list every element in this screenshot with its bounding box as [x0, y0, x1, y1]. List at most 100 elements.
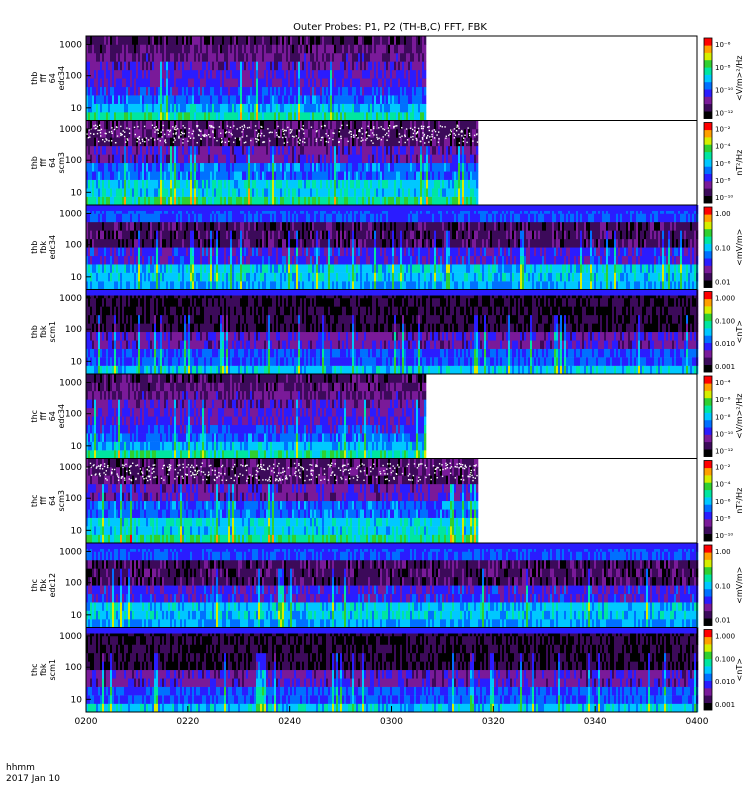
colorbar: 10⁻⁴ 10⁻⁶ 10⁻⁸ 10⁻¹⁰ 10⁻¹² <V/m>²/Hz [703, 375, 744, 457]
panel-ylabel-line: thb [30, 72, 39, 85]
spectrogram-image [86, 458, 479, 544]
colorbar: 1.000 0.100 0.010 0.001 <nT> [703, 629, 744, 711]
colorbar: 10⁻⁶ 10⁻⁸ 10⁻¹⁰ 10⁻¹² <V/m>²/Hz [703, 37, 744, 119]
y-tick-label: 1000 [59, 378, 82, 388]
y-tick-label: 100 [65, 579, 82, 589]
panel-ylabel-line: 64 [48, 411, 57, 421]
y-tick-label: 100 [65, 410, 82, 420]
colorbar-label: <V/m>²/Hz [735, 394, 744, 439]
colorbar-tick-label: 1.000 [715, 295, 735, 303]
colorbar-tick-label: 10⁻¹⁰ [715, 430, 733, 438]
panel-ylabel-line: fff [39, 412, 48, 421]
colorbar: 1.00 0.10 0.01 <mV/m> [703, 544, 744, 626]
colorbar-tick-label: 10⁻⁸ [715, 413, 731, 421]
colorbar-tick-label: 10⁻¹² [715, 448, 733, 456]
colorbar-tick-label: 10⁻² [715, 126, 731, 134]
x-tick-label: 0240 [278, 717, 301, 727]
y-tick-label: 100 [65, 156, 82, 166]
x-tick-label: 0400 [686, 717, 709, 727]
y-tick-label: 1000 [59, 125, 82, 135]
y-tick-label: 100 [65, 241, 82, 251]
panel-ylabel-line: scm1 [48, 321, 57, 342]
colorbar-tick-label: 0.10 [715, 582, 731, 590]
colorbar-tick-label: 10⁻¹² [715, 110, 733, 118]
colorbar: 10⁻² 10⁻⁴ 10⁻⁶ 10⁻⁸ 10⁻¹⁰ nT²/Hz [703, 122, 744, 204]
colorbar-tick-label: 10⁻⁸ [715, 177, 731, 185]
panel-ylabel-line: thc [30, 494, 39, 507]
colorbar-label: <nT> [735, 320, 744, 343]
panel-ylabel-line: fff [39, 158, 48, 167]
x-tick-label: 0340 [584, 717, 607, 727]
colorbar-tick-label: 10⁻⁸ [715, 515, 731, 523]
colorbar-tick-label: 10⁻⁴ [715, 379, 731, 387]
colorbar-tick-label: 10⁻¹⁰ [715, 532, 733, 540]
x-tick-label: 0200 [75, 717, 98, 727]
spectrogram-image [86, 543, 699, 628]
colorbar-tick-label: 0.10 [715, 244, 731, 252]
y-tick-label: 1000 [59, 209, 82, 219]
panel-thb-fbk-edc34: 1000 100 10 thb fbk edc34 1.00 0.10 0.01 <mV/m> [30, 204, 744, 290]
colorbar-tick-label: 10⁻⁴ [715, 143, 731, 151]
panel-ylabel-line: edc34 [57, 66, 66, 91]
colorbar-tick-label: 0.100 [715, 655, 735, 663]
colorbar-tick-label: 0.100 [715, 317, 735, 325]
panel-ylabel-line: fbk [39, 241, 48, 254]
spectrogram-image [86, 205, 699, 290]
colorbar-label: nT²/Hz [735, 150, 744, 176]
y-tick-label: 10 [71, 104, 83, 114]
panel-ylabel-line: thc [30, 410, 39, 423]
y-tick-label: 100 [65, 663, 82, 673]
time-axis-label-hhmm: hhmm [6, 763, 35, 773]
panel-ylabel-line: thb [30, 156, 39, 169]
y-tick-label: 100 [65, 325, 82, 335]
y-tick-label: 100 [65, 72, 82, 82]
panel-ylabel-line: edc12 [48, 573, 57, 598]
y-tick-label: 1000 [59, 463, 82, 473]
panel-thb-fff-edc34: 1000 100 10 thb fff 64 edc34 10⁻⁶ 10⁻⁸ 10⁻¹⁰ 10⁻¹²… [30, 35, 744, 121]
colorbar-tick-label: 10⁻⁶ [715, 498, 731, 506]
panel-ylabel-line: fff [39, 496, 48, 505]
panel-ylabel-line: scm3 [57, 152, 66, 173]
colorbar-label: <V/m>²/Hz [735, 56, 744, 101]
colorbar-tick-label: 1.00 [715, 210, 731, 218]
y-tick-label: 1000 [59, 632, 82, 642]
colorbar-tick-label: 10⁻⁶ [715, 41, 731, 49]
panel-ylabel-line: thc [30, 579, 39, 592]
panel-ylabel-line: edc34 [57, 404, 66, 429]
x-tick-label: 0300 [380, 717, 403, 727]
panel-ylabel-line: thc [30, 663, 39, 676]
y-tick-label: 10 [71, 357, 83, 367]
panel-ylabel-line: fbk [39, 325, 48, 338]
x-tick-label: 0320 [482, 717, 505, 727]
panel-ylabel-line: fbk [39, 579, 48, 592]
colorbar-tick-label: 10⁻⁶ [715, 160, 731, 168]
colorbar-tick-label: 10⁻¹⁰ [715, 87, 733, 95]
colorbar-tick-label: 0.01 [715, 279, 731, 287]
spectrogram-image [86, 627, 699, 713]
y-tick-label: 10 [71, 188, 83, 198]
x-tick-label: 0220 [176, 717, 199, 727]
colorbar: 1.000 0.100 0.010 0.001 <nT> [703, 291, 744, 373]
colorbar-tick-label: 10⁻⁶ [715, 396, 731, 404]
colorbar-tick-label: 0.01 [715, 617, 731, 625]
y-tick-label: 10 [71, 442, 83, 452]
colorbar-tick-label: 10⁻⁴ [715, 481, 731, 489]
y-tick-label: 100 [65, 494, 82, 504]
panel-thc-fbk-edc12: 1000 100 10 thc fbk edc12 1.00 0.10 0.01 <mV/m> [30, 542, 744, 628]
panel-ylabel-line: 64 [48, 73, 57, 83]
panel-ylabel-line: scm3 [57, 490, 66, 511]
colorbar-tick-label: 1.000 [715, 633, 735, 641]
panel-ylabel-line: scm1 [48, 659, 57, 680]
time-axis: 0200 0220 0240 0300 0320 0340 0400 [75, 706, 709, 727]
colorbar: 1.00 0.10 0.01 <mV/m> [703, 206, 744, 288]
spectrogram-image [86, 120, 479, 206]
y-tick-label: 10 [71, 611, 83, 621]
colorbar: 10⁻² 10⁻⁴ 10⁻⁶ 10⁻⁸ 10⁻¹⁰ nT²/Hz [703, 460, 744, 542]
colorbar-tick-label: 0.001 [715, 363, 735, 371]
chart-title: Outer Probes: P1, P2 (TH-B,C) FFT, FBK [293, 22, 487, 33]
